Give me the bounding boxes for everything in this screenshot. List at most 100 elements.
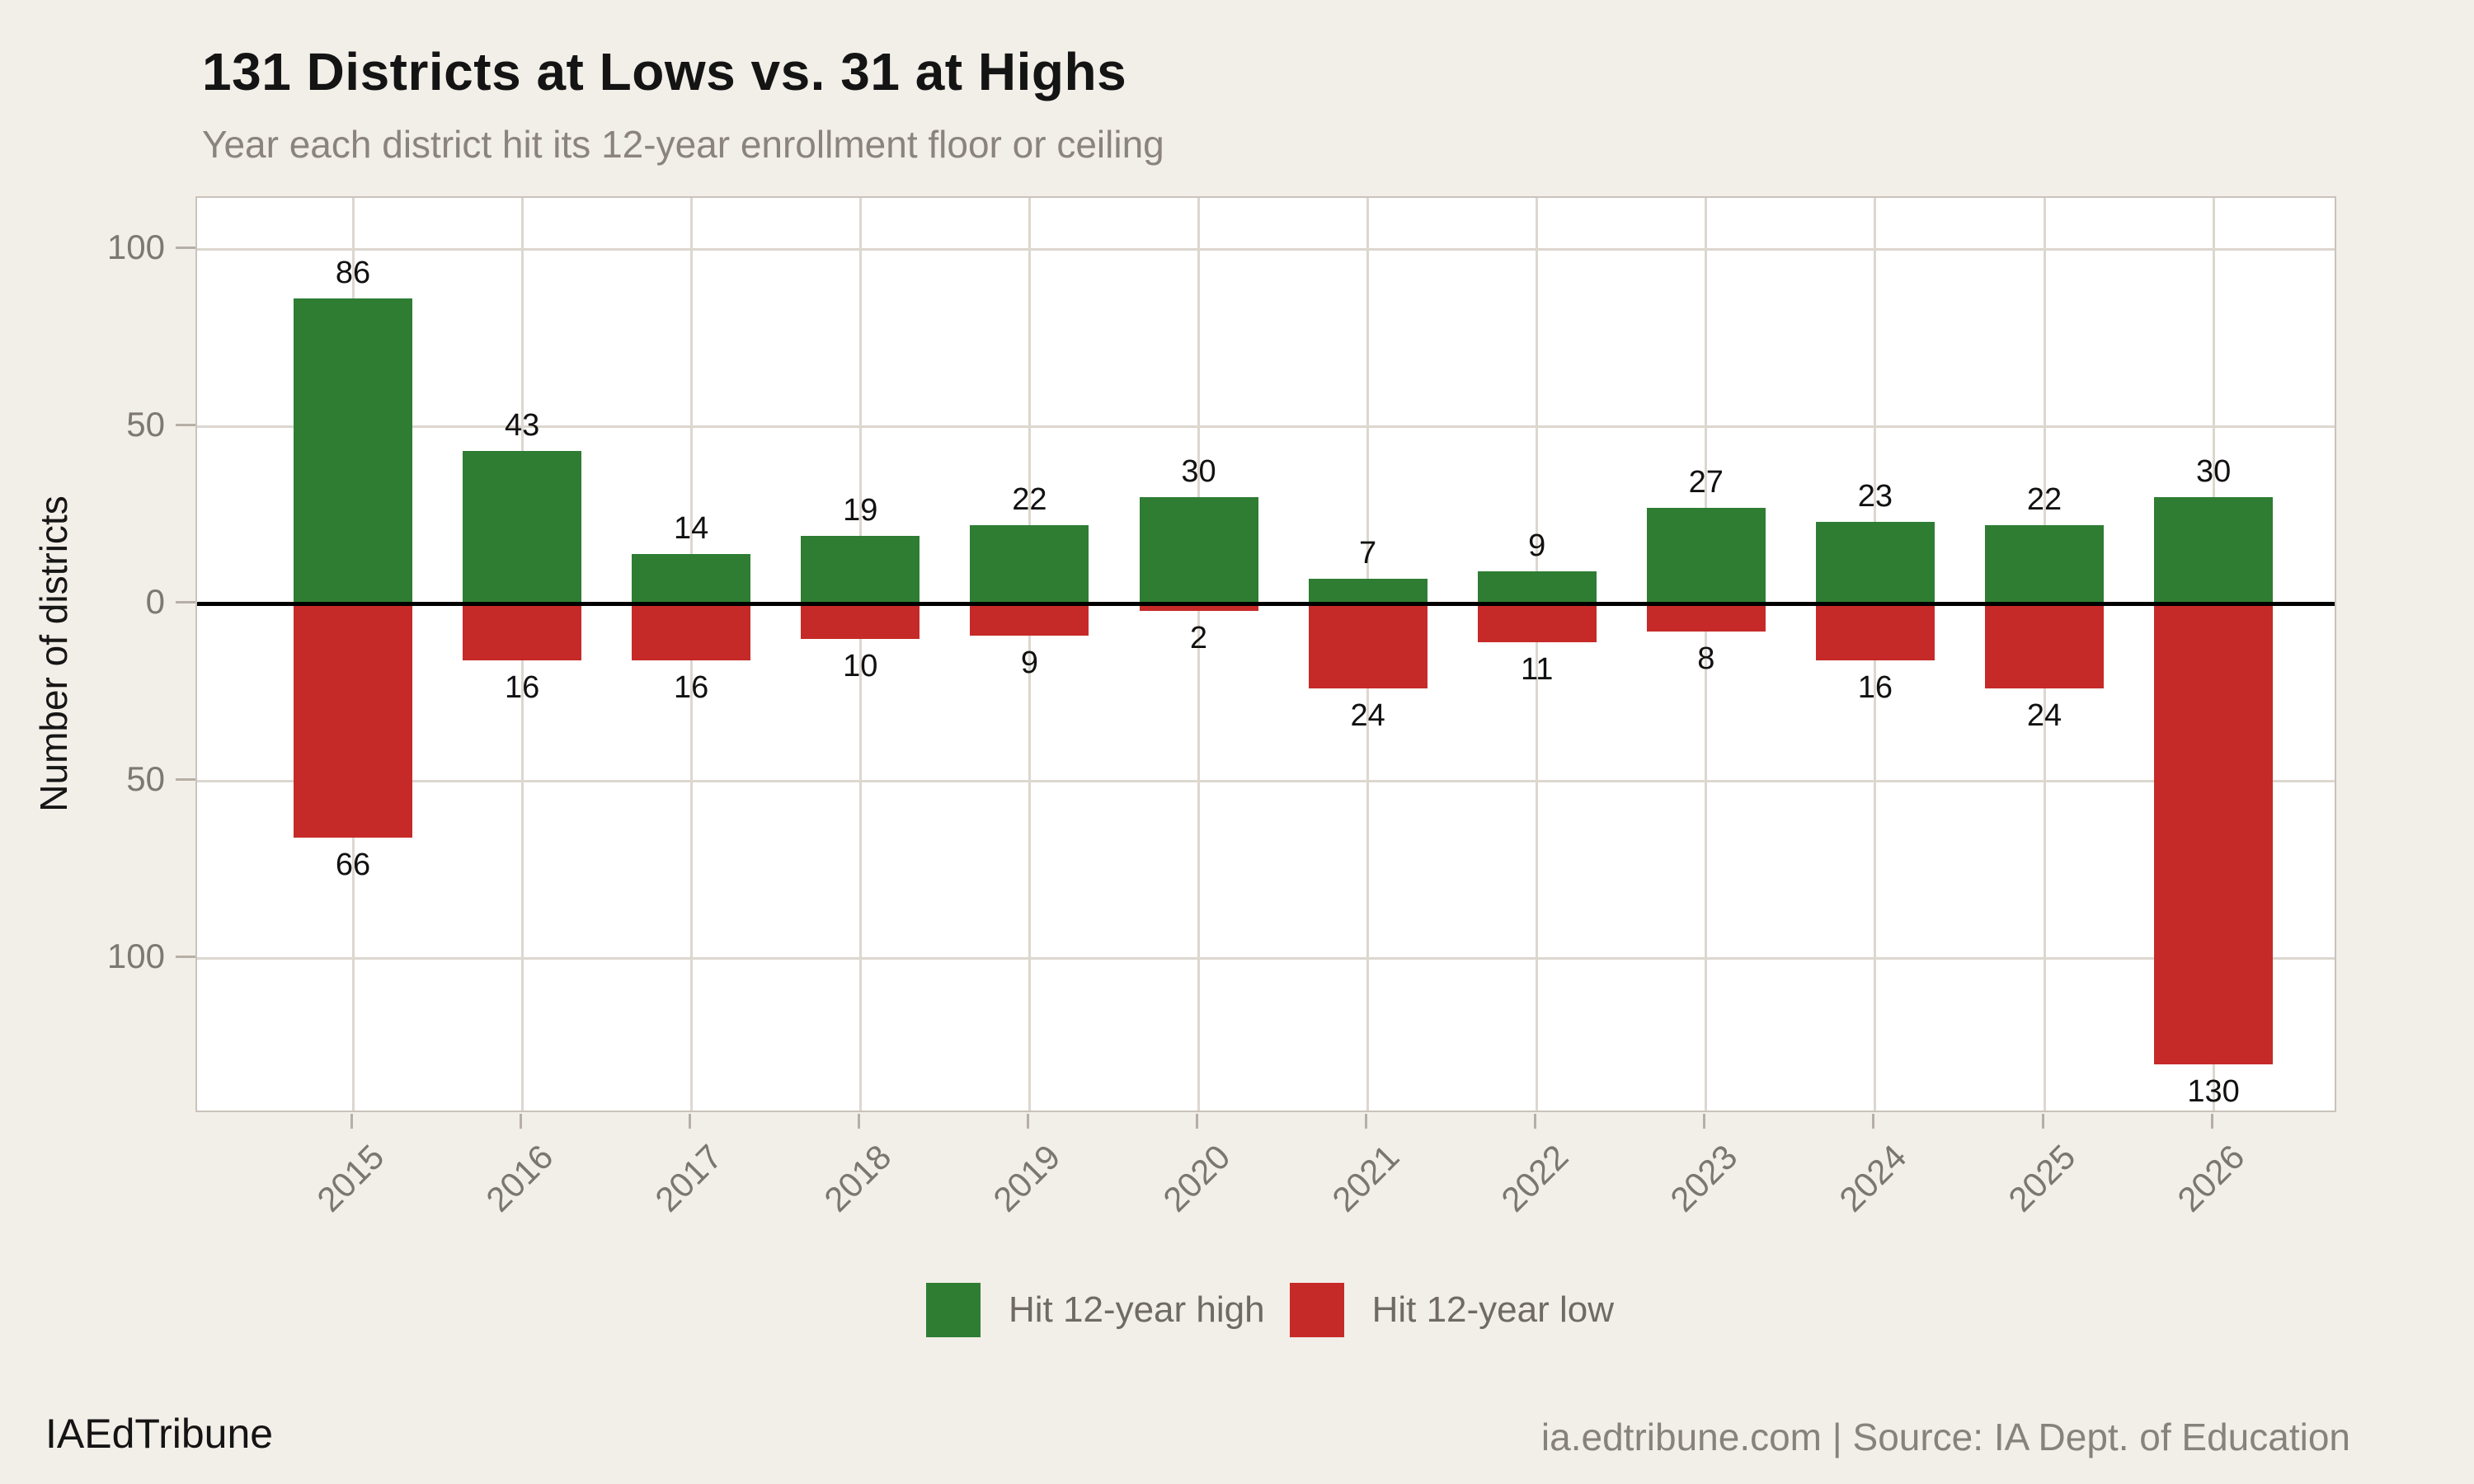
- bar-value-label-high-2017: 14: [674, 510, 709, 546]
- bar-value-label-low-2020: 2: [1189, 620, 1208, 655]
- bar-value-label-high-2015: 86: [335, 256, 371, 291]
- bar-value-label-low-2015: 66: [335, 847, 371, 882]
- y-tick-mark-50: [176, 423, 195, 426]
- bar-low-2025: [1985, 603, 2104, 689]
- bar-value-label-high-2020: 30: [1181, 454, 1216, 489]
- bar-high-2016: [463, 451, 582, 603]
- x-tick-mark-2022: [1534, 1114, 1537, 1129]
- bar-high-2019: [970, 525, 1089, 603]
- bar-value-label-high-2024: 23: [1857, 479, 1893, 514]
- legend-item-low: Hit 12-year low: [1289, 1283, 1615, 1337]
- bar-value-label-low-2016: 16: [504, 669, 540, 705]
- gridline-v-2023: [1705, 198, 1708, 1111]
- bar-high-2021: [1308, 578, 1427, 603]
- legend-swatch-high-icon: [925, 1283, 981, 1337]
- legend-label-low: Hit 12-year low: [1371, 1289, 1615, 1330]
- x-tick-label-2019: 2019: [985, 1137, 1068, 1219]
- x-tick-label-2020: 2020: [1155, 1137, 1238, 1219]
- bar-value-label-low-2022: 11: [1520, 652, 1554, 688]
- bar-low-2026: [2154, 603, 2274, 1064]
- gridline-v-2019: [1028, 198, 1031, 1111]
- bar-low-2019: [970, 603, 1089, 636]
- bar-low-2023: [1646, 603, 1766, 632]
- bar-high-2018: [801, 536, 920, 603]
- chart-title: 131 Districts at Lows vs. 31 at Highs: [202, 42, 1127, 101]
- bar-low-2021: [1308, 603, 1427, 689]
- gridline-h-50: [197, 425, 2335, 428]
- x-tick-mark-2023: [1703, 1114, 1706, 1129]
- y-tick-label-100: 100: [106, 228, 165, 266]
- legend-label-high: Hit 12-year high: [1008, 1289, 1265, 1330]
- x-tick-mark-2019: [1026, 1114, 1029, 1129]
- footer-source: ia.edtribune.com | Source: IA Dept. of E…: [1540, 1416, 2350, 1458]
- y-tick-label--100: 100: [106, 937, 165, 975]
- x-tick-mark-2024: [1872, 1114, 1875, 1129]
- x-tick-label-2017: 2017: [647, 1137, 730, 1219]
- bar-value-label-low-2018: 10: [843, 649, 878, 683]
- x-tick-label-2023: 2023: [1663, 1137, 1745, 1219]
- y-tick-mark-100: [176, 246, 195, 249]
- x-tick-mark-2015: [350, 1114, 353, 1129]
- plot-panel: 86 66 43 16 14 16 19 10 22 9 30 2 7 24 9 11 27 8 23 16 22 24 3…: [195, 196, 2336, 1112]
- x-tick-label-2024: 2024: [1832, 1137, 1914, 1219]
- bar-value-label-low-2026: 130: [2187, 1074, 2240, 1109]
- bar-value-label-low-2024: 16: [1857, 669, 1893, 705]
- x-tick-label-2018: 2018: [816, 1137, 899, 1219]
- x-tick-label-2016: 2016: [478, 1137, 561, 1219]
- chart-subtitle: Year each district hit its 12-year enrol…: [202, 123, 1164, 166]
- gridline-v-2018: [858, 198, 862, 1111]
- legend: Hit 12-year high Hit 12-year low: [33, 1283, 2474, 1337]
- bar-high-2022: [1477, 571, 1597, 603]
- bar-low-2015: [294, 603, 412, 838]
- x-tick-label-2015: 2015: [309, 1137, 392, 1219]
- bar-low-2022: [1477, 603, 1597, 643]
- bar-low-2018: [801, 603, 920, 639]
- y-tick-mark--100: [176, 955, 195, 958]
- bar-value-label-high-2019: 22: [1012, 482, 1047, 518]
- bar-low-2017: [632, 603, 751, 660]
- bar-high-2026: [2154, 497, 2274, 603]
- legend-item-high: Hit 12-year high: [925, 1283, 1265, 1337]
- x-tick-label-2026: 2026: [2170, 1137, 2252, 1219]
- bar-value-label-high-2025: 22: [2026, 482, 2062, 518]
- footer-brand: IAEdTribune: [45, 1411, 274, 1457]
- bar-high-2017: [632, 553, 751, 603]
- x-tick-mark-2018: [857, 1114, 860, 1129]
- bar-high-2015: [294, 298, 412, 603]
- y-axis-title: Number of districts: [32, 495, 75, 812]
- bar-high-2020: [1139, 497, 1258, 603]
- x-tick-mark-2017: [688, 1114, 691, 1129]
- x-tick-mark-2016: [519, 1114, 522, 1129]
- bar-low-2016: [463, 603, 582, 660]
- gridline-v-2022: [1536, 198, 1539, 1111]
- gridline-v-2020: [1197, 198, 1200, 1111]
- x-tick-mark-2025: [2041, 1114, 2044, 1129]
- bar-low-2020: [1139, 603, 1258, 611]
- gridline-h--50: [197, 779, 2335, 782]
- bar-value-label-low-2025: 24: [2026, 698, 2062, 734]
- bar-value-label-high-2023: 27: [1688, 464, 1724, 500]
- bar-high-2023: [1646, 507, 1766, 603]
- x-tick-label-2022: 2022: [1493, 1137, 1576, 1219]
- y-tick-mark-0: [176, 600, 195, 603]
- bar-low-2024: [1815, 603, 1935, 660]
- legend-swatch-low-icon: [1289, 1283, 1344, 1337]
- bar-value-label-low-2019: 9: [1020, 645, 1038, 680]
- y-tick-label-0: 0: [145, 582, 165, 621]
- bar-value-label-high-2021: 7: [1359, 535, 1377, 571]
- x-tick-mark-2026: [2210, 1114, 2213, 1129]
- bar-value-label-high-2018: 19: [843, 493, 878, 528]
- bar-value-label-low-2023: 8: [1697, 641, 1715, 677]
- gridline-h--100: [197, 956, 2335, 960]
- y-tick-label-50: 50: [126, 405, 165, 444]
- bar-value-label-low-2021: 24: [1350, 698, 1385, 734]
- y-tick-label--50: 50: [126, 759, 165, 798]
- bar-high-2024: [1815, 522, 1935, 603]
- gridline-h-100: [197, 247, 2335, 251]
- bar-high-2025: [1985, 525, 2104, 603]
- x-tick-mark-2021: [1365, 1114, 1368, 1129]
- bar-value-label-high-2022: 9: [1528, 528, 1546, 564]
- bar-value-label-high-2016: 43: [504, 408, 540, 444]
- y-tick-mark--50: [176, 777, 195, 781]
